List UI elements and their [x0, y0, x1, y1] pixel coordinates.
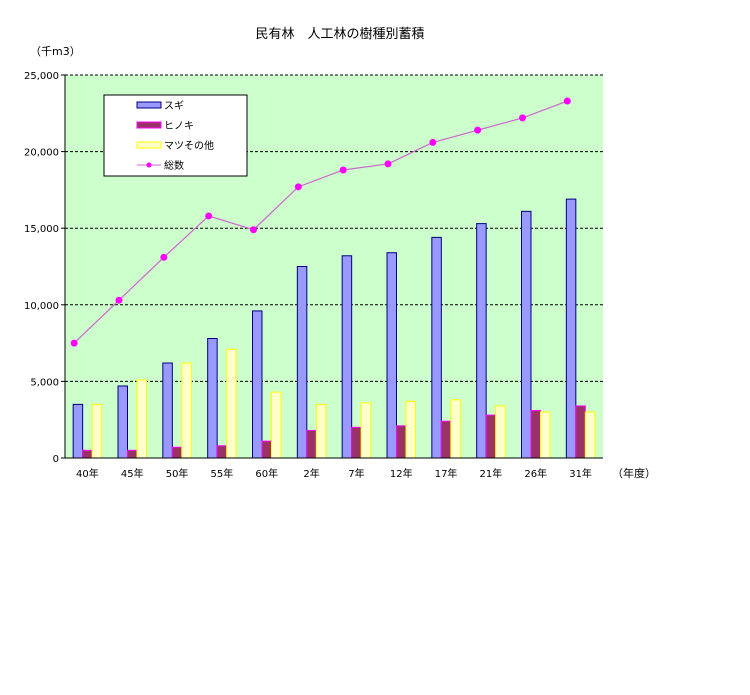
bar-0-11 — [565, 198, 577, 459]
y-tick-label: 20,000 — [24, 148, 59, 159]
bar-2-10 — [540, 411, 551, 459]
total-point-7 — [384, 160, 392, 168]
legend-swatch-marker — [146, 162, 152, 168]
total-point-3 — [205, 212, 213, 220]
bar-0-6 — [341, 255, 353, 459]
bar-0-7 — [386, 252, 397, 459]
bar-1-6 — [351, 426, 362, 459]
bar-2-6 — [360, 402, 372, 459]
bar-0-9 — [476, 223, 487, 459]
x-tick-label: 26年 — [524, 467, 547, 480]
bar-1-4 — [261, 440, 272, 459]
x-tick-label: 40年 — [76, 467, 99, 480]
x-tick-label: 55年 — [211, 467, 234, 480]
total-point-4 — [250, 226, 257, 234]
bar-2-7 — [405, 400, 416, 459]
total-point-11 — [563, 97, 571, 105]
bar-0-1 — [117, 385, 128, 459]
bar-1-9 — [485, 414, 497, 459]
legend-label-3: 総数 — [164, 159, 184, 172]
x-axis-label: （年度） — [612, 466, 656, 480]
total-point-1 — [115, 296, 123, 304]
y-axis-label: （千m3） — [30, 45, 81, 58]
total-point-6 — [339, 166, 347, 174]
bar-0-3 — [207, 338, 218, 459]
bar-2-5 — [315, 403, 327, 459]
total-point-0 — [70, 339, 78, 347]
x-tick-label: 7年 — [348, 467, 364, 480]
legend-swatch-2 — [136, 141, 162, 149]
total-point-10 — [519, 114, 526, 122]
bar-1-5 — [306, 429, 317, 459]
bar-0-5 — [296, 266, 308, 459]
bar-2-2 — [181, 362, 192, 459]
bar-2-11 — [584, 411, 596, 459]
y-tick-label: 25,000 — [24, 71, 59, 82]
bar-1-10 — [530, 410, 541, 459]
total-point-5 — [294, 183, 302, 191]
total-line — [73, 100, 568, 344]
legend-swatch-1 — [136, 121, 162, 129]
bar-1-7 — [396, 425, 407, 459]
x-tick-label: 21年 — [480, 467, 503, 480]
bar-0-0 — [72, 403, 84, 459]
bar-2-9 — [495, 405, 506, 459]
y-tick-label: 5,000 — [30, 377, 59, 388]
bar-1-8 — [440, 420, 452, 459]
bar-0-2 — [162, 362, 173, 459]
bar-1-11 — [575, 405, 586, 459]
legend-label-1: ヒノキ — [164, 120, 194, 132]
bar-0-4 — [252, 310, 263, 459]
bar-2-8 — [450, 399, 461, 459]
bar-1-2 — [171, 446, 183, 459]
legend-label-2: マツその他 — [164, 139, 214, 152]
total-point-8 — [429, 138, 437, 146]
bar-0-10 — [521, 210, 532, 459]
y-tick-label: 10,000 — [24, 301, 59, 312]
bar-2-1 — [136, 379, 147, 459]
y-tick-label: 0 — [53, 454, 59, 465]
x-tick-label: 17年 — [435, 467, 458, 480]
y-tick-label: 15,000 — [24, 224, 59, 235]
bar-1-1 — [127, 449, 138, 459]
total-point-9 — [474, 126, 482, 134]
x-tick-label: 60年 — [255, 467, 278, 480]
x-tick-label: 45年 — [121, 467, 144, 480]
x-tick-label: 31年 — [569, 467, 592, 480]
bar-2-3 — [226, 348, 237, 459]
bar-0-8 — [431, 236, 442, 459]
bar-1-0 — [82, 449, 93, 459]
x-tick-label: 50年 — [166, 467, 189, 480]
total-point-2 — [160, 253, 168, 261]
bar-2-0 — [91, 403, 103, 459]
chart-title: 民有林 人工林の樹種別蓄積 — [255, 26, 424, 42]
bar-2-4 — [271, 391, 282, 459]
x-tick-label: 2年 — [303, 467, 319, 480]
x-tick-label: 12年 — [390, 467, 413, 480]
legend-swatch-0 — [136, 101, 162, 109]
legend-label-0: スギ — [164, 100, 184, 112]
bar-1-3 — [216, 445, 228, 459]
